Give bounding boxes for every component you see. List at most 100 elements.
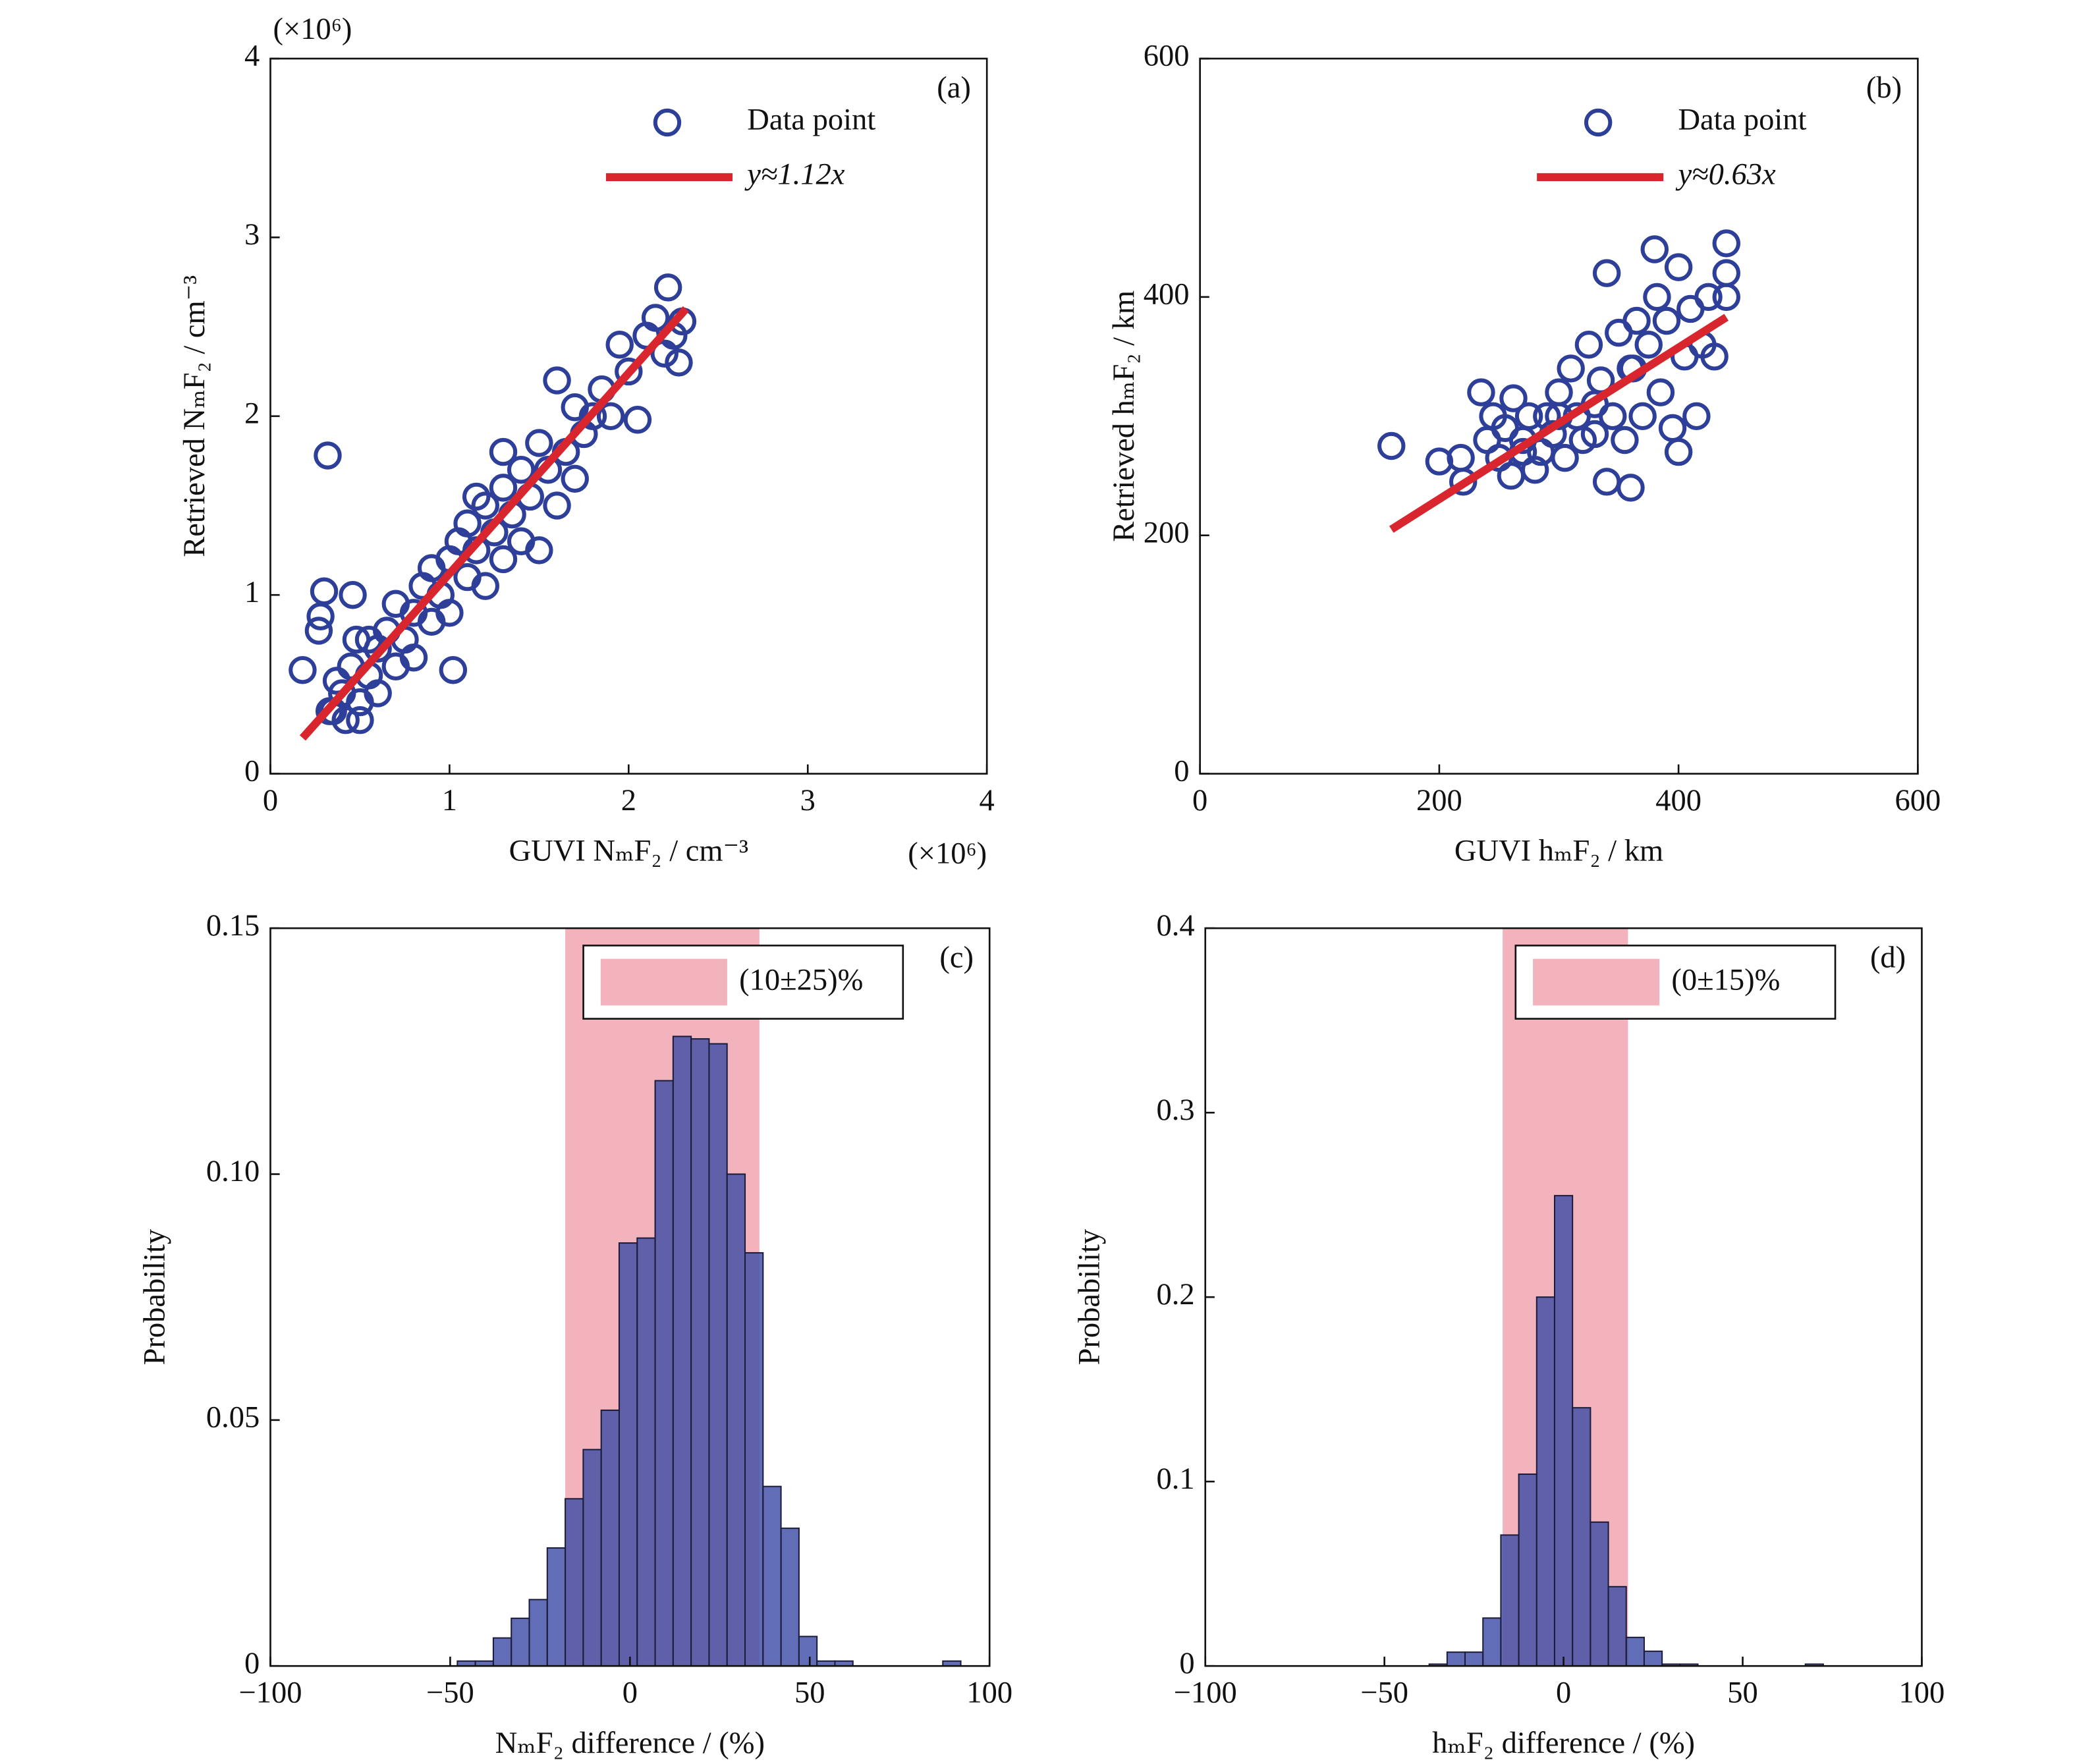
y-tick-label: 0.15: [206, 909, 260, 943]
bar: [600, 1409, 620, 1667]
legend-label: (0±15)%: [1671, 964, 1780, 997]
bar: [1446, 1651, 1466, 1667]
y-tick-label: 600: [1144, 40, 1190, 73]
data-point: [1557, 354, 1585, 383]
fit-line: [1389, 314, 1729, 533]
data-point: [1664, 437, 1693, 466]
x-tick-label: 50: [794, 1676, 825, 1709]
panel: Data point y≈1.12x 0 1 2 3 4 0 1 2 3 4 GUVI NₘF₂ / c…: [178, 13, 995, 870]
data-point: [1652, 306, 1681, 335]
panel-label: (a): [937, 71, 971, 105]
data-point: [1377, 431, 1406, 460]
bar: [672, 1035, 692, 1667]
data-point: [364, 679, 392, 707]
x-tick-label: −100: [238, 1676, 302, 1709]
y-axis-label: Retrieved hₘF₂ / km: [1107, 290, 1141, 542]
x-tick-label: 400: [1655, 784, 1702, 817]
data-point: [1682, 402, 1711, 431]
bar: [1500, 1534, 1520, 1667]
data-point: [623, 405, 652, 434]
data-point: [304, 617, 333, 645]
data-point: [1551, 443, 1579, 472]
x-tick-label: 4: [980, 784, 995, 817]
data-point: [1640, 235, 1669, 263]
data-point: [525, 536, 553, 565]
data-point: [489, 474, 518, 502]
panel-label: (d): [1870, 941, 1906, 974]
data-point: [1467, 378, 1495, 406]
x-tick-label: 2: [621, 784, 636, 817]
x-tick-label: −50: [426, 1676, 474, 1709]
y-tick-label: 0.3: [1156, 1093, 1194, 1127]
bar: [780, 1528, 800, 1667]
panel: (10±25)% −100 −50 0 50 100 0 0.05 0.10 0.15 NₘF₂ d…: [138, 909, 1012, 1760]
x-tick-label: −50: [1360, 1676, 1408, 1709]
x-axis-label: hₘF₂ difference / (%): [1432, 1726, 1695, 1760]
data-point: [578, 402, 607, 431]
data-point: [653, 273, 682, 302]
x-axis-label: GUVI NₘF₂ / cm⁻³: [509, 835, 749, 868]
y-tick-label: 0.05: [206, 1401, 260, 1435]
data-point: [471, 572, 500, 600]
data-point: [543, 491, 571, 520]
data-point: [1658, 414, 1687, 443]
data-point: [1617, 474, 1645, 502]
legend-label: Data point: [747, 103, 875, 137]
legend-label: y≈1.12x: [744, 158, 845, 192]
y-multiplier: (×10⁶): [273, 13, 352, 46]
data-point: [561, 464, 589, 493]
x-tick-label: 200: [1416, 784, 1462, 817]
y-tick-label: 0.1: [1156, 1462, 1194, 1496]
bar: [798, 1636, 818, 1667]
x-multiplier: (×10⁶): [908, 837, 987, 871]
data-point: [310, 577, 339, 606]
data-point: [641, 304, 670, 332]
x-tick-label: 600: [1895, 784, 1941, 817]
y-tick-label: 200: [1144, 516, 1190, 549]
bar: [708, 1043, 728, 1667]
data-point: [1700, 343, 1729, 371]
y-axis-label: Probability: [138, 1228, 171, 1365]
data-point: [1694, 283, 1723, 312]
x-tick-label: 0: [622, 1676, 638, 1709]
bar: [1590, 1521, 1609, 1667]
data-point: [453, 509, 482, 537]
data-point: [1497, 462, 1526, 490]
data-point: [1712, 283, 1741, 312]
data-point: [306, 602, 335, 631]
bar: [1607, 1585, 1627, 1667]
legend-marker: [1584, 108, 1613, 137]
data-point: [1712, 229, 1741, 258]
bar: [511, 1617, 530, 1667]
bar: [690, 1038, 710, 1667]
bar: [636, 1237, 656, 1667]
bar: [565, 1498, 584, 1667]
data-point: [596, 402, 625, 431]
x-axis-label: GUVI hₘF₂ / km: [1454, 835, 1663, 868]
x-tick-label: −100: [1174, 1676, 1237, 1709]
bar: [654, 1080, 674, 1667]
y-tick-label: 0: [1174, 754, 1189, 788]
data-point: [1622, 306, 1651, 335]
data-point: [399, 643, 428, 672]
data-point: [1574, 330, 1603, 359]
panel-label: (b): [1866, 71, 1902, 105]
y-tick-label: 1: [244, 576, 260, 609]
data-point: [289, 655, 317, 684]
data-point: [543, 366, 571, 395]
data-point: [665, 348, 693, 377]
y-tick-label: 0: [1179, 1647, 1194, 1680]
bar: [1643, 1650, 1663, 1667]
y-tick-label: 0.4: [1156, 909, 1194, 943]
bar: [546, 1547, 567, 1667]
data-point: [462, 482, 491, 511]
data-point: [314, 441, 342, 470]
y-tick-label: 0: [244, 1647, 260, 1680]
y-axis-label: Retrieved NₘF₂ / cm⁻³: [178, 275, 211, 557]
y-tick-label: 0: [244, 754, 260, 788]
data-point: [1664, 253, 1693, 281]
data-point: [1592, 259, 1621, 287]
data-point: [435, 599, 464, 627]
panel: Data point y≈0.63x 0 200 400 600 0 200 400 600 GUV…: [1107, 40, 1941, 868]
